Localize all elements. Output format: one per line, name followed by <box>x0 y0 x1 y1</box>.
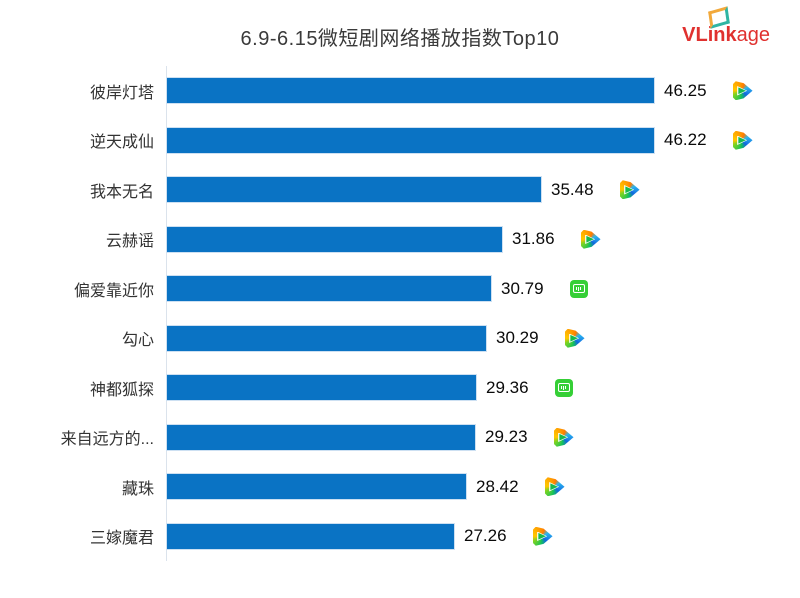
tencent-video-icon <box>553 427 574 447</box>
value-label: 28.42 <box>476 476 519 496</box>
tencent-video-icon <box>544 477 565 497</box>
value-label: 35.48 <box>551 179 594 199</box>
bar <box>167 127 654 153</box>
bar <box>167 375 476 401</box>
bar <box>167 78 654 104</box>
tencent-video-icon <box>619 180 640 200</box>
tencent-video-icon <box>532 526 553 546</box>
bar <box>167 424 475 450</box>
chart-row: 云赫谣 31.86 <box>0 214 800 264</box>
bar-track: 30.79 <box>166 264 800 314</box>
tencent-video-icon <box>580 229 601 249</box>
bar <box>167 474 466 500</box>
chart-row: 我本无名 35.48 <box>0 165 800 215</box>
chart-row: 神都狐探 29.36 <box>0 363 800 413</box>
bar-track: 27.26 <box>166 511 800 561</box>
category-label: 我本无名 <box>89 183 154 201</box>
value-label: 30.79 <box>501 278 544 298</box>
category-label: 偏爱靠近你 <box>73 282 154 300</box>
bar-chart: 彼岸灯塔 46.25 逆天成仙 46.22 我本无名 35.48 云赫谣 31.… <box>0 66 800 561</box>
value-label: 29.23 <box>485 427 528 447</box>
tencent-video-icon <box>564 328 585 348</box>
chart-title: 6.9-6.15微短剧网络播放指数Top10 <box>240 28 560 50</box>
iqiyi-icon <box>554 378 573 397</box>
vlinkage-logo-bold: VLink <box>682 24 737 46</box>
category-label: 来自远方的... <box>60 431 154 449</box>
bar-track: 30.29 <box>166 313 800 363</box>
bar <box>167 226 502 252</box>
vlinkage-logo-light: age <box>736 24 770 46</box>
bar-track: 28.42 <box>166 462 800 512</box>
category-label: 三嫁魔君 <box>89 530 154 548</box>
category-label: 神都狐探 <box>89 381 154 399</box>
value-label: 46.22 <box>664 130 707 150</box>
bar-track: 46.22 <box>166 115 800 165</box>
bar-track: 35.48 <box>166 165 800 215</box>
value-label: 46.25 <box>664 80 707 100</box>
value-label: 31.86 <box>512 229 555 249</box>
bar-track: 31.86 <box>166 214 800 264</box>
chart-row: 逆天成仙 46.22 <box>0 115 800 165</box>
tencent-video-icon <box>732 81 753 101</box>
chart-rows: 彼岸灯塔 46.25 逆天成仙 46.22 我本无名 35.48 云赫谣 31.… <box>0 66 800 561</box>
chart-row: 偏爱靠近你 30.79 <box>0 264 800 314</box>
category-label: 彼岸灯塔 <box>89 84 154 102</box>
bar <box>167 523 454 549</box>
vlinkage-logo-text: VLinkage <box>682 25 770 45</box>
category-label: 逆天成仙 <box>89 134 154 152</box>
value-label: 30.29 <box>496 328 539 348</box>
category-label: 藏珠 <box>121 480 154 498</box>
chart-row: 勾心 30.29 <box>0 313 800 363</box>
vlinkage-logo: VLinkage <box>682 6 770 45</box>
value-label: 27.26 <box>464 526 507 546</box>
chart-row: 彼岸灯塔 46.25 <box>0 66 800 116</box>
category-label: 云赫谣 <box>105 233 154 251</box>
chart-row: 三嫁魔君 27.26 <box>0 511 800 561</box>
tencent-video-icon <box>732 130 753 150</box>
value-label: 29.36 <box>486 377 529 397</box>
chart-row: 藏珠 28.42 <box>0 462 800 512</box>
chart-row: 来自远方的... 29.23 <box>0 412 800 462</box>
iqiyi-icon <box>569 279 588 298</box>
bar-track: 29.23 <box>166 412 800 462</box>
bar-track: 29.36 <box>166 363 800 413</box>
bar-track: 46.25 <box>166 66 800 116</box>
bar <box>167 177 541 203</box>
bar <box>167 325 486 351</box>
category-label: 勾心 <box>121 332 154 350</box>
bar <box>167 276 491 302</box>
